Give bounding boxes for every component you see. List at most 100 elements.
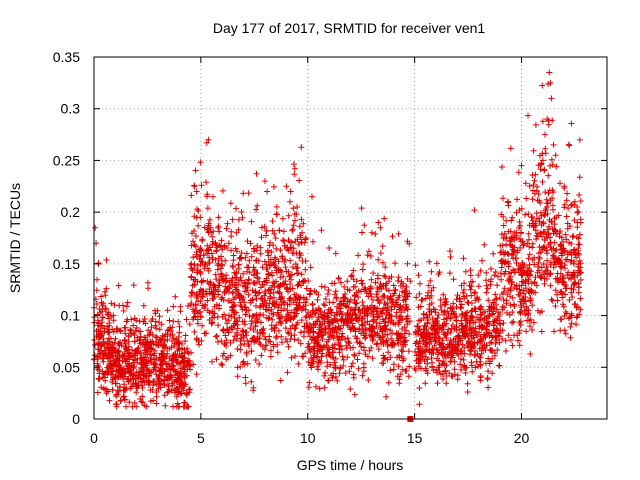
data-point xyxy=(359,299,366,305)
data-point xyxy=(151,364,158,371)
data-point xyxy=(243,351,250,357)
data-point xyxy=(527,297,533,304)
data-point xyxy=(344,335,351,342)
data-point xyxy=(375,332,382,339)
data-point xyxy=(242,311,249,318)
data-point xyxy=(142,339,149,345)
data-point xyxy=(551,215,558,222)
data-point xyxy=(351,292,358,298)
data-point xyxy=(183,316,190,323)
data-point xyxy=(426,295,433,301)
data-point xyxy=(282,325,289,332)
data-point xyxy=(373,320,380,326)
data-point xyxy=(462,268,469,275)
data-point xyxy=(397,304,404,311)
data-point xyxy=(155,385,162,392)
data-point xyxy=(484,285,491,292)
data-point xyxy=(577,276,584,283)
data-point xyxy=(94,354,101,361)
data-point xyxy=(432,309,439,316)
data-point xyxy=(290,205,297,212)
data-point xyxy=(494,273,501,280)
data-point xyxy=(414,323,421,330)
data-point xyxy=(346,368,353,375)
data-point xyxy=(576,174,583,181)
data-point xyxy=(353,278,360,285)
data-point xyxy=(526,183,533,189)
data-point xyxy=(525,230,532,237)
data-point xyxy=(429,345,436,352)
data-point xyxy=(531,261,538,268)
data-point xyxy=(536,215,542,222)
data-point xyxy=(131,338,138,345)
data-point xyxy=(318,353,325,360)
data-point xyxy=(219,187,226,194)
data-point xyxy=(173,354,180,361)
data-point xyxy=(200,252,207,259)
data-point xyxy=(245,291,252,298)
data-point xyxy=(286,301,293,308)
data-point xyxy=(233,318,240,325)
data-point xyxy=(509,309,516,316)
data-point xyxy=(489,370,496,377)
data-point xyxy=(535,250,542,257)
data-point xyxy=(466,338,473,345)
data-point xyxy=(503,217,510,224)
data-point xyxy=(310,352,317,359)
data-point xyxy=(262,297,269,304)
data-point xyxy=(96,339,103,346)
y-tick-label: 0 xyxy=(72,411,80,427)
data-point xyxy=(133,389,140,396)
data-point xyxy=(273,245,280,252)
data-point xyxy=(161,382,168,389)
data-point xyxy=(193,188,200,195)
data-point xyxy=(389,233,396,240)
data-point xyxy=(392,286,399,293)
data-point xyxy=(259,264,266,271)
data-point xyxy=(265,338,272,345)
data-point xyxy=(443,362,450,369)
data-point xyxy=(136,328,143,335)
data-point xyxy=(442,295,449,302)
y-tick-label: 0.2 xyxy=(61,204,81,220)
data-point xyxy=(526,243,533,250)
data-point xyxy=(468,283,475,290)
data-point xyxy=(283,313,290,320)
data-point xyxy=(349,272,356,279)
data-point xyxy=(198,258,205,265)
data-point xyxy=(172,377,179,383)
data-point xyxy=(439,349,446,356)
data-point xyxy=(305,384,312,391)
data-point xyxy=(135,345,142,351)
data-point xyxy=(218,338,225,345)
data-point xyxy=(182,332,189,339)
data-point xyxy=(378,309,384,316)
data-point xyxy=(305,340,312,347)
data-point xyxy=(563,213,570,220)
data-point xyxy=(483,282,490,289)
data-point xyxy=(246,257,253,264)
data-point xyxy=(191,328,198,335)
data-point xyxy=(481,331,488,338)
data-point xyxy=(182,399,188,406)
data-point xyxy=(356,325,363,332)
data-point xyxy=(285,288,292,295)
data-point xyxy=(309,301,316,308)
data-point xyxy=(425,317,431,323)
data-point xyxy=(545,231,552,238)
data-point xyxy=(424,320,431,327)
data-point xyxy=(547,234,553,241)
data-point xyxy=(237,346,244,353)
data-point xyxy=(354,317,361,324)
data-point xyxy=(206,259,213,266)
data-point xyxy=(221,242,228,249)
data-point xyxy=(416,401,423,408)
data-point xyxy=(467,272,474,279)
data-point xyxy=(121,373,128,380)
data-point xyxy=(551,221,558,228)
data-point xyxy=(248,348,255,355)
data-point xyxy=(222,316,229,322)
data-point xyxy=(351,391,358,398)
data-point xyxy=(396,376,403,383)
data-point xyxy=(406,363,413,370)
